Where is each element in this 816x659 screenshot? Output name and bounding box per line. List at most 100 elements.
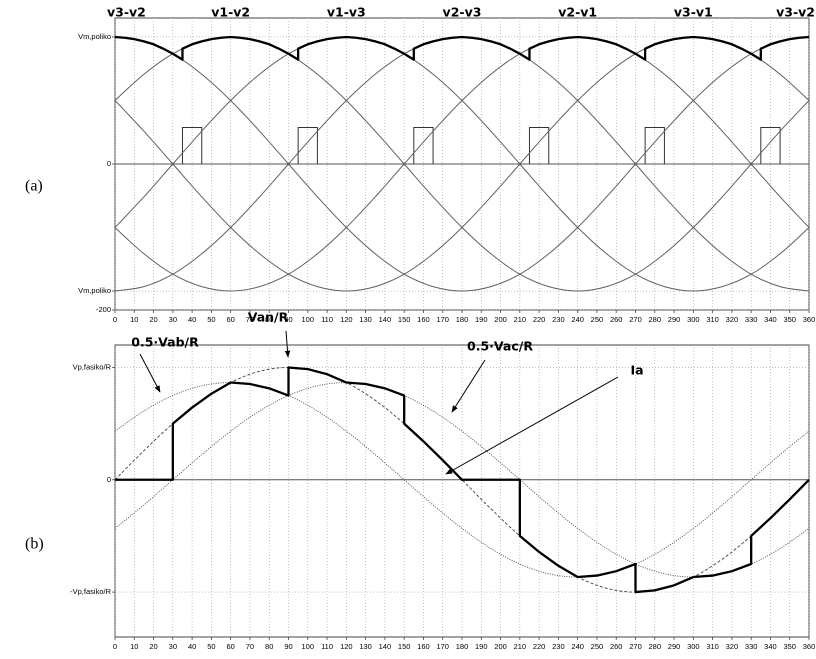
x-tick-label: 220	[533, 642, 546, 651]
x-tick-label: 350	[783, 315, 796, 324]
x-tick-label: 10	[130, 642, 138, 651]
x-tick-label: 310	[706, 642, 719, 651]
segment-label: v2-v1	[558, 5, 597, 20]
x-tick-label: 170	[436, 642, 449, 651]
x-tick-label: 270	[629, 315, 642, 324]
x-tick-label: 160	[417, 315, 430, 324]
pulse	[413, 127, 434, 164]
x-tick-label: 130	[359, 642, 372, 651]
x-tick-label: 340	[764, 642, 777, 651]
x-tick-label: 250	[591, 642, 604, 651]
x-tick-label: 360	[803, 315, 816, 324]
x-tick-label: 10	[130, 315, 138, 324]
x-tick-label: 210	[514, 642, 527, 651]
x-tick-label: 350	[783, 642, 796, 651]
annotation-arrow	[451, 359, 486, 413]
x-tick-label: 110	[321, 642, 333, 651]
x-tick-label: 240	[571, 315, 584, 324]
x-tick-label: 300	[687, 315, 700, 324]
x-tick-label: 210	[514, 315, 527, 324]
x-tick-label: 310	[706, 315, 719, 324]
x-tick-label: 30	[169, 642, 177, 651]
segment-label: v2-v3	[443, 5, 482, 20]
pulse	[760, 127, 781, 164]
annotation: Ia	[630, 363, 643, 378]
x-tick-label: 290	[668, 315, 681, 324]
x-tick-label: 200	[494, 315, 507, 324]
x-tick-label: 220	[533, 315, 546, 324]
x-tick-label: 300	[687, 642, 700, 651]
y-tick-label: 0	[107, 475, 111, 484]
x-tick-label: 130	[359, 315, 372, 324]
x-tick-label: 160	[417, 642, 430, 651]
x-tick-label: 90	[284, 315, 292, 324]
thick-line	[115, 366, 810, 594]
annotation: Van/R	[248, 310, 289, 325]
x-tick-label: 230	[552, 315, 565, 324]
y-tick-label: -Vp,fasiko/R	[70, 587, 111, 596]
annotation: 0.5·Vac/R	[467, 339, 533, 354]
x-tick-label: 340	[764, 315, 777, 324]
x-tick-label: 20	[149, 315, 157, 324]
x-tick-label: 260	[610, 642, 623, 651]
x-tick-label: 140	[379, 315, 392, 324]
y-tick-label: -200	[96, 305, 111, 314]
x-tick-label: 50	[207, 642, 215, 651]
annotation-arrow	[284, 330, 291, 358]
annotation: 0.5·Vab/R	[131, 335, 199, 350]
x-tick-label: 260	[610, 315, 623, 324]
x-tick-label: 50	[207, 315, 215, 324]
segment-label: v1-v2	[211, 5, 250, 20]
x-tick-label: 190	[475, 642, 488, 651]
x-tick-label: 180	[456, 315, 469, 324]
x-tick-label: 120	[340, 315, 353, 324]
pulse	[181, 127, 203, 164]
x-tick-label: 70	[246, 315, 254, 324]
chart-panel: (a) 0 10 20 30 40 50 60 70 80 90 100 110 120 130 140 150…	[25, 5, 815, 324]
x-tick-label: 200	[494, 642, 507, 651]
pulse	[644, 127, 665, 164]
x-tick-label: 120	[340, 642, 353, 651]
y-tick-label: Vm,poliko	[78, 286, 111, 295]
x-tick-label: 30	[169, 315, 177, 324]
x-tick-label: 140	[379, 642, 392, 651]
x-tick-label: 80	[265, 315, 273, 324]
pulse	[297, 127, 318, 164]
thick-line	[114, 35, 810, 61]
x-tick-label: 80	[265, 642, 273, 651]
x-tick-label: 360	[803, 642, 816, 651]
x-tick-label: 170	[436, 315, 449, 324]
y-tick-label: Vp,fasiko/R	[73, 362, 112, 371]
annotation-arrow	[139, 353, 161, 393]
x-tick-label: 150	[398, 315, 411, 324]
x-tick-label: 330	[745, 642, 758, 651]
x-tick-label: 0	[113, 315, 117, 324]
x-tick-label: 180	[456, 642, 469, 651]
x-tick-label: 270	[629, 642, 642, 651]
pulse	[528, 127, 550, 164]
segment-label: v3-v2	[107, 5, 146, 20]
x-tick-label: 290	[668, 642, 681, 651]
x-tick-label: 100	[302, 642, 315, 651]
x-tick-label: 90	[284, 642, 292, 651]
x-tick-label: 230	[552, 642, 565, 651]
x-tick-label: 0	[113, 642, 117, 651]
annotation-arrow	[445, 376, 619, 475]
x-tick-label: 320	[726, 642, 739, 651]
x-tick-label: 20	[149, 642, 157, 651]
x-tick-label: 70	[246, 642, 254, 651]
x-tick-label: 280	[649, 315, 662, 324]
segment-label: v1-v3	[327, 5, 366, 20]
segment-label: v3-v1	[674, 5, 713, 20]
x-tick-label: 40	[188, 642, 196, 651]
x-tick-label: 330	[745, 315, 758, 324]
panel-label: (b)	[25, 536, 44, 553]
line	[114, 36, 810, 292]
chart-panel: (b)0 10 20 30 40 50 60 70 80 90 100 110 120 130 140 150…	[25, 310, 815, 651]
x-tick-label: 100	[302, 315, 315, 324]
y-tick-label: 0	[107, 159, 111, 168]
x-tick-label: 250	[591, 315, 604, 324]
x-tick-label: 110	[321, 315, 333, 324]
